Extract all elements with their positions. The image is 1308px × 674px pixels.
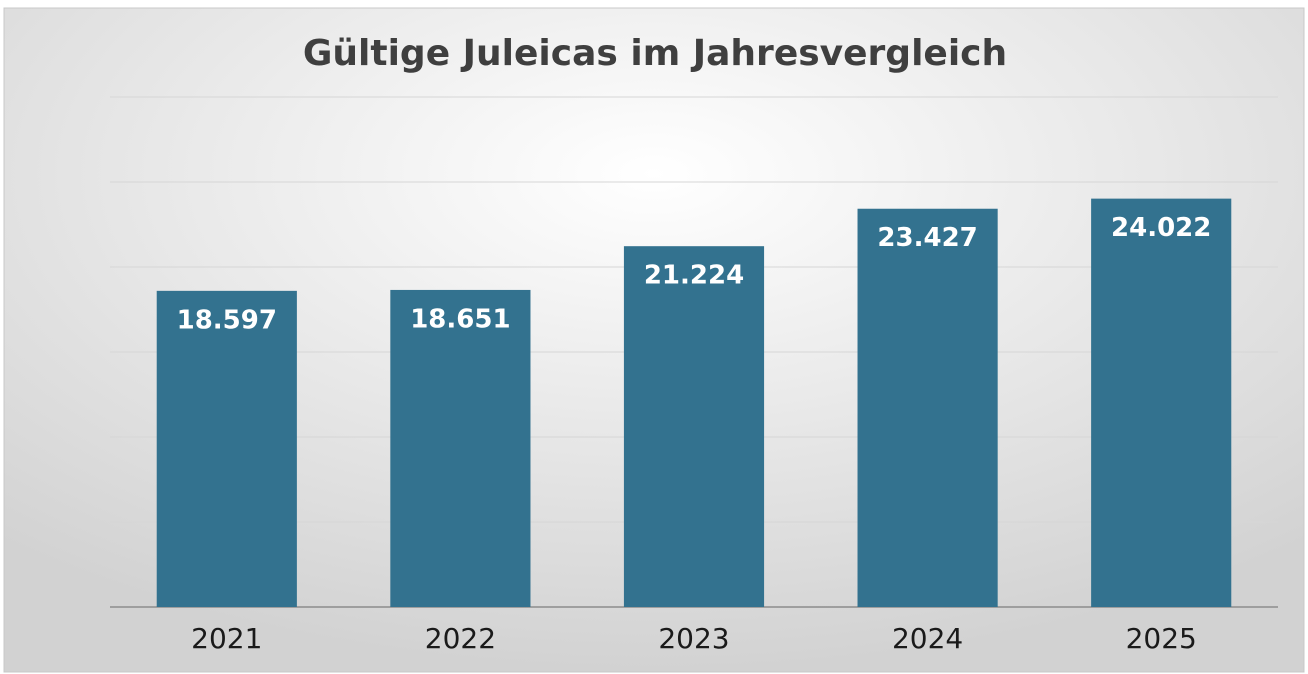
bar [1091, 198, 1232, 607]
data-label: 24.022 [1111, 213, 1211, 243]
bar [390, 289, 531, 607]
data-label: 21.224 [644, 261, 744, 291]
data-label: 18.651 [410, 304, 510, 334]
bar [857, 208, 998, 607]
data-label: 18.597 [177, 305, 277, 335]
x-tick-label: 2021 [191, 622, 262, 655]
chart-title: Gültige Juleicas im Jahresvergleich [303, 33, 1007, 74]
bar [156, 290, 297, 607]
x-tick-label: 2022 [425, 622, 496, 655]
x-tick-label: 2023 [658, 622, 729, 655]
data-label: 23.427 [877, 223, 977, 253]
x-tick-label: 2025 [1126, 622, 1197, 655]
bar [623, 246, 765, 607]
x-tick-label: 2024 [892, 622, 963, 655]
